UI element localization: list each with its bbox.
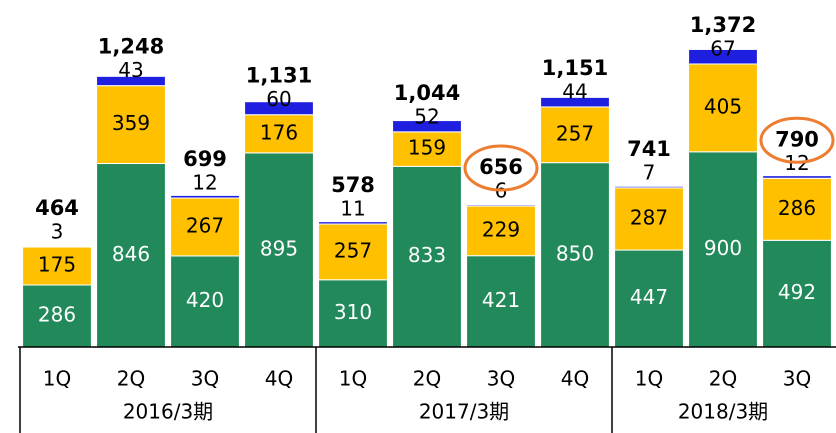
value-label: 420 (186, 288, 224, 312)
value-label: 11 (340, 197, 365, 221)
bar-segment (466, 255, 536, 348)
group-label: 2016/3期 (123, 400, 213, 424)
bar-segment (244, 114, 314, 154)
bar-segment (614, 187, 684, 251)
bar-segment (96, 75, 166, 87)
x-tick-label: 4Q (561, 367, 589, 391)
value-label: 257 (556, 121, 594, 145)
x-tick-label: 4Q (265, 367, 293, 391)
value-label: 257 (334, 238, 372, 262)
x-tick-label: 1Q (635, 367, 663, 391)
value-label: 44 (562, 79, 587, 103)
value-label: 310 (334, 300, 372, 324)
bar-segment (392, 165, 462, 348)
value-label: 176 (260, 120, 298, 144)
bar-segment (614, 185, 684, 189)
value-label: 846 (112, 242, 150, 266)
value-label: 492 (778, 280, 816, 304)
value-label: 900 (704, 236, 742, 260)
total-label: 656 (479, 155, 523, 179)
x-tick-label: 3Q (487, 367, 515, 391)
group-label: 2017/3期 (419, 400, 509, 424)
bar-segment (540, 96, 610, 108)
x-tick-label: 1Q (339, 367, 367, 391)
total-label: 1,131 (246, 64, 312, 88)
value-label: 267 (186, 213, 224, 237)
bar-segment (318, 279, 388, 348)
x-tick-label: 2Q (413, 367, 441, 391)
bar-segment (96, 85, 166, 165)
bar-segment (762, 175, 832, 179)
value-label: 833 (408, 243, 446, 267)
value-label: 421 (482, 288, 520, 312)
bar-segment (22, 284, 92, 348)
total-label: 464 (35, 196, 79, 220)
group-label: 2018/3期 (678, 400, 768, 424)
value-label: 447 (630, 285, 668, 309)
value-label: 895 (260, 236, 298, 260)
bar-segment (466, 205, 536, 257)
bar-segment (170, 194, 240, 199)
bar-segment (392, 120, 462, 133)
highlight-circle (463, 144, 539, 192)
value-label: 405 (704, 94, 742, 118)
total-label: 578 (331, 173, 375, 197)
bar-segment (688, 63, 758, 153)
value-label: 43 (118, 58, 143, 82)
value-label: 52 (414, 104, 439, 128)
bar-segment (244, 101, 314, 116)
value-label: 286 (778, 196, 816, 220)
value-label: 286 (38, 302, 76, 326)
total-label: 790 (775, 127, 819, 151)
bar-segment (170, 197, 240, 257)
value-label: 7 (643, 160, 656, 184)
bar-segment (540, 162, 610, 348)
total-label: 1,248 (98, 35, 164, 59)
bar-segment (318, 223, 388, 281)
total-label: 1,044 (394, 81, 460, 105)
total-label: 699 (183, 147, 227, 171)
x-tick-label: 2Q (709, 367, 737, 391)
x-tick-label: 3Q (191, 367, 219, 391)
highlight-circle (759, 116, 835, 164)
value-label: 175 (38, 252, 76, 276)
bar-segment (22, 246, 92, 286)
bar-segment (22, 245, 92, 248)
value-label: 850 (556, 241, 594, 265)
value-label: 12 (192, 171, 217, 195)
bar-segment (466, 204, 536, 207)
bar-segment (540, 106, 610, 164)
value-label: 159 (408, 136, 446, 160)
value-label: 359 (112, 111, 150, 135)
bar-segment (688, 48, 758, 65)
bar-segment (244, 152, 314, 348)
x-tick-label: 2Q (117, 367, 145, 391)
total-label: 741 (627, 137, 671, 161)
value-label: 287 (630, 205, 668, 229)
value-label: 3 (51, 220, 64, 244)
x-tick-label: 3Q (783, 367, 811, 391)
bar-segment (318, 221, 388, 225)
total-label: 1,151 (542, 56, 608, 80)
x-tick-label: 1Q (43, 367, 71, 391)
bar-segment (688, 151, 758, 348)
value-label: 67 (710, 36, 735, 60)
total-label: 1,372 (690, 13, 756, 37)
value-label: 60 (266, 87, 291, 111)
value-label: 229 (482, 217, 520, 241)
